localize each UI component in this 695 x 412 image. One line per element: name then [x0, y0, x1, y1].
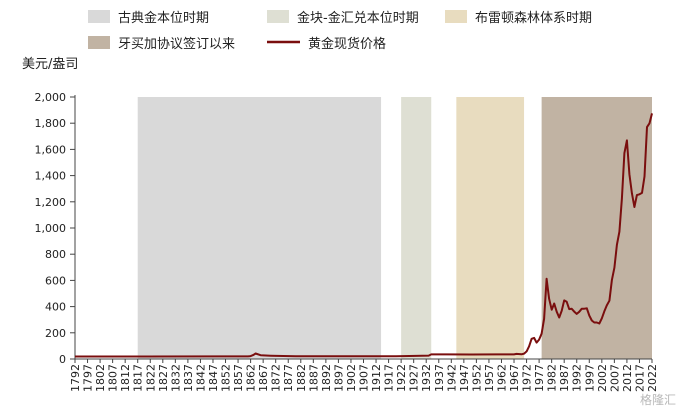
y-tick-label-3: 600 [45, 274, 66, 287]
legend-label-regime-3: 牙买加协议签订以来 [118, 36, 235, 52]
y-tick-label-8: 1,600 [35, 143, 67, 156]
x-tick-label-46: 2022 [646, 364, 659, 392]
legend-swatch-regime-1 [267, 10, 289, 23]
x-tick-label-4: 1812 [119, 364, 132, 392]
x-tick-label-24: 1912 [370, 364, 383, 392]
regime-bands [137, 97, 652, 359]
y-tick-label-7: 1,400 [35, 170, 67, 183]
x-tick-label-23: 1907 [358, 364, 371, 392]
x-tick-label-44: 2012 [621, 364, 634, 392]
watermark: 格隆汇 [640, 392, 676, 407]
x-tick-label-1: 1797 [82, 364, 95, 392]
x-tick-label-19: 1887 [307, 364, 320, 392]
y-tick-label-0: 0 [59, 353, 66, 366]
regime-band-0 [137, 97, 382, 359]
y-tick-label-1: 200 [45, 327, 66, 340]
x-tick-label-9: 1837 [182, 364, 195, 392]
regime-band-3 [541, 97, 652, 359]
x-tick-label-18: 1882 [295, 364, 308, 392]
x-tick-label-27: 1927 [408, 364, 421, 392]
x-tick-label-16: 1872 [270, 364, 283, 392]
x-tick-label-15: 1867 [257, 364, 270, 392]
x-tick-label-43: 2007 [608, 364, 621, 392]
y-axis-title: 美元/盎司 [22, 57, 78, 72]
x-tick-label-36: 1972 [521, 364, 534, 392]
legend-swatch-regime-3 [88, 36, 110, 49]
y-tick-label-9: 1,800 [35, 117, 67, 130]
x-tick-label-8: 1832 [169, 364, 182, 392]
y-tick-label-10: 2,000 [35, 91, 67, 104]
x-tick-label-11: 1847 [207, 364, 220, 392]
regime-band-2 [456, 97, 525, 359]
x-tick-label-25: 1917 [383, 364, 396, 392]
x-tick-label-3: 1807 [107, 364, 120, 392]
x-tick-label-37: 1977 [533, 364, 546, 392]
x-tick-label-14: 1862 [245, 364, 258, 392]
x-tick-label-34: 1962 [495, 364, 508, 392]
x-tick-label-6: 1822 [144, 364, 157, 392]
x-tick-label-31: 1947 [458, 364, 471, 392]
x-tick-label-29: 1937 [433, 364, 446, 392]
x-tick-label-42: 2002 [596, 364, 609, 392]
x-tick-label-17: 1877 [282, 364, 295, 392]
y-tick-label-4: 800 [45, 248, 66, 261]
x-tick-label-5: 1817 [132, 364, 145, 392]
x-tick-label-41: 1997 [583, 364, 596, 392]
legend-label-regime-1: 金块-金汇兑本位时期 [297, 10, 419, 26]
y-axis-ticks: 0 200 400 600 800 1,000 1,200 1,400 1,600 1,800 2,… [35, 91, 75, 366]
x-tick-label-10: 1842 [194, 364, 207, 392]
legend-item-series-0: 黄金现货价格 [267, 36, 386, 52]
x-tick-label-32: 1952 [470, 364, 483, 392]
legend: 古典金本位时期 金块-金汇兑本位时期 布雷顿森林体系时期 牙买加协议签订以来 黄… [88, 10, 592, 52]
legend-swatch-regime-2 [445, 10, 467, 23]
x-tick-label-45: 2017 [633, 364, 646, 392]
x-tick-label-33: 1957 [483, 364, 496, 392]
x-tick-label-30: 1942 [445, 364, 458, 392]
x-tick-label-26: 1922 [395, 364, 408, 392]
x-tick-label-12: 1852 [220, 364, 233, 392]
x-axis-ticks: 1792 1797 1802 1807 1812 1817 1822 1827 1832 1837… [69, 359, 659, 392]
y-tick-label-5: 1,000 [35, 222, 67, 235]
legend-label-regime-0: 古典金本位时期 [118, 10, 209, 26]
legend-item-regime-0: 古典金本位时期 [88, 10, 209, 26]
series-layer [75, 113, 653, 358]
y-tick-label-2: 400 [45, 301, 66, 314]
x-tick-label-38: 1982 [546, 364, 559, 392]
y-tick-label-6: 1,200 [35, 196, 67, 209]
legend-swatch-regime-0 [88, 10, 110, 23]
legend-item-regime-2: 布雷顿森林体系时期 [445, 10, 592, 26]
x-tick-label-0: 1792 [69, 364, 82, 392]
legend-label-series-0: 黄金现货价格 [308, 36, 386, 52]
x-tick-label-7: 1827 [157, 364, 170, 392]
x-tick-label-40: 1992 [571, 364, 584, 392]
x-tick-label-21: 1897 [332, 364, 345, 392]
legend-label-regime-2: 布雷顿森林体系时期 [475, 11, 592, 26]
x-tick-label-22: 1902 [345, 364, 358, 392]
x-tick-label-28: 1932 [420, 364, 433, 392]
legend-item-regime-1: 金块-金汇兑本位时期 [267, 10, 419, 26]
x-tick-label-35: 1967 [508, 364, 521, 392]
x-tick-label-20: 1892 [320, 364, 333, 392]
x-tick-label-39: 1987 [558, 364, 571, 392]
legend-item-regime-3: 牙买加协议签订以来 [88, 36, 235, 52]
series-line-0 [75, 113, 653, 358]
x-tick-label-2: 1802 [94, 364, 107, 392]
x-tick-label-13: 1857 [232, 364, 245, 392]
regime-band-1 [401, 97, 432, 359]
